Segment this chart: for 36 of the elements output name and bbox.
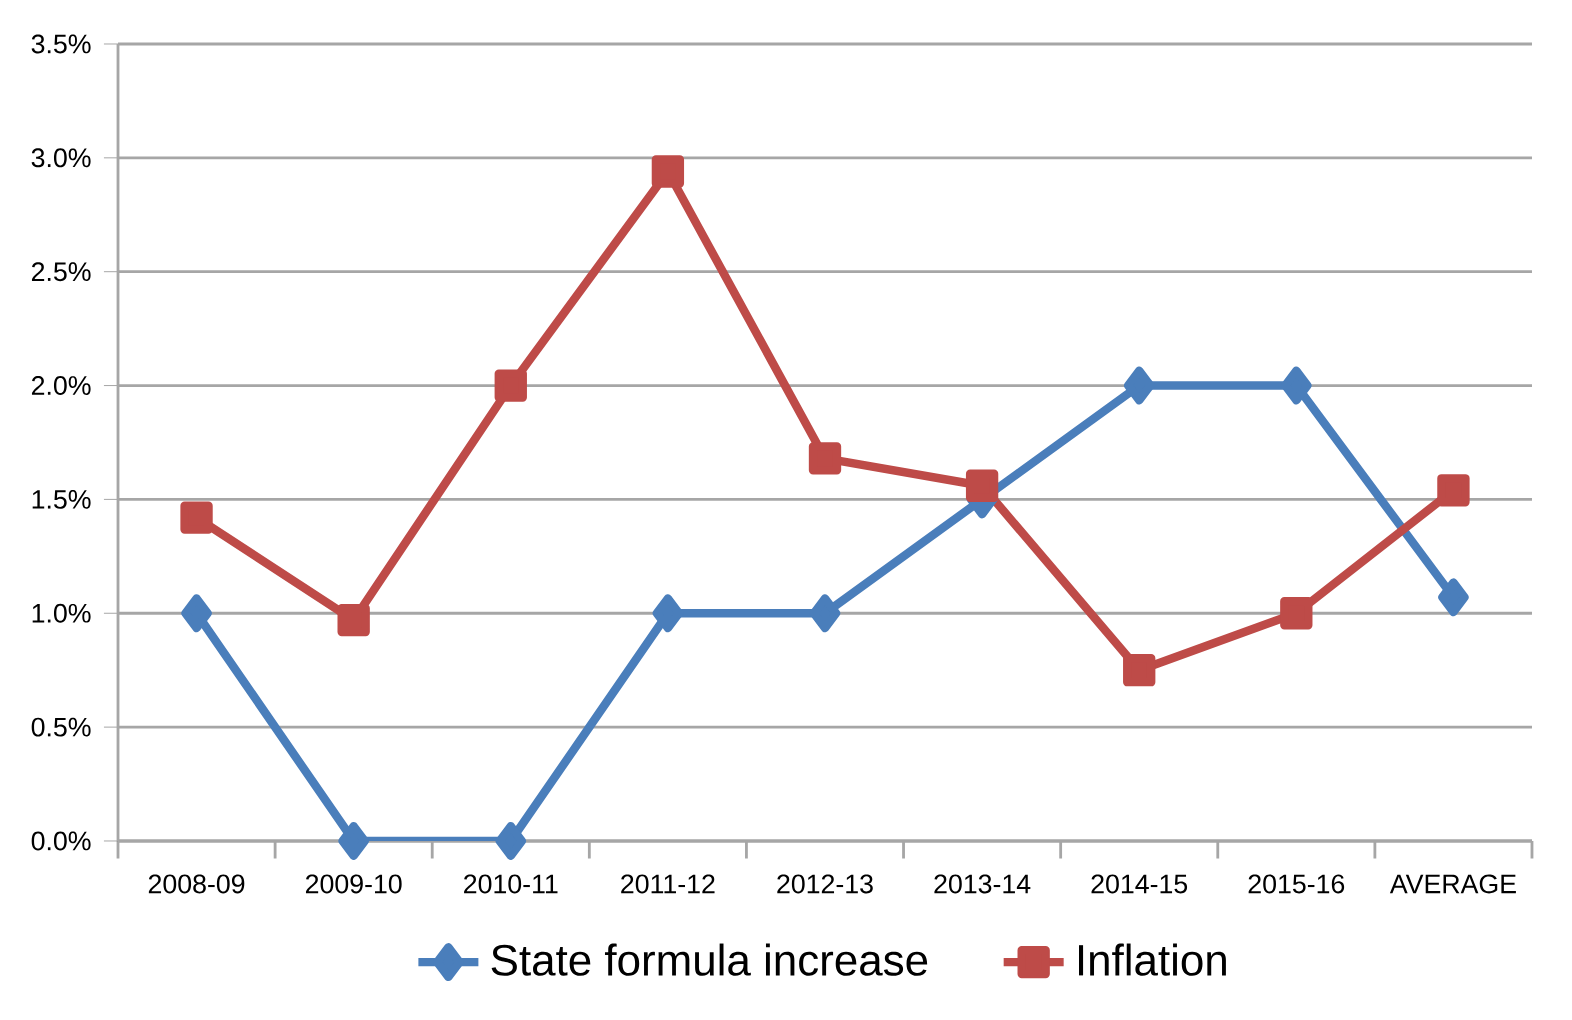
x-tick-label: AVERAGE: [1389, 874, 1516, 894]
x-tick-label: 2011-12: [621, 874, 715, 894]
point: [338, 822, 369, 860]
point: [965, 469, 999, 502]
y-tick-label: 2.5%: [31, 262, 91, 282]
point: [1437, 474, 1470, 507]
point: [1281, 366, 1312, 405]
x-tick-label: 2008-09: [148, 874, 245, 894]
y-tick-label: 1.0%: [32, 603, 91, 623]
y-tick-label: 3.5%: [31, 34, 91, 54]
point: [494, 369, 527, 402]
point: [1438, 578, 1469, 617]
x-tick-label: 2014-15: [1091, 874, 1188, 894]
legend-label: State formula increase: [491, 943, 928, 976]
legend-label: Inflation: [1078, 943, 1226, 976]
point: [808, 442, 842, 475]
point: [651, 155, 685, 188]
point: [1123, 366, 1155, 405]
point: [809, 594, 841, 633]
y-tick-label: 3.0%: [31, 148, 91, 168]
x-tick-label: 2009-10: [305, 874, 402, 894]
y-tick-label: 0.0%: [31, 831, 91, 851]
point: [495, 822, 527, 860]
x-tick-label: 2010-11: [464, 874, 558, 894]
x-tick-label: 2013-14: [934, 874, 1031, 894]
x-tick-label: 2015-16: [1248, 874, 1345, 894]
x-tick-label: 2012-13: [777, 874, 873, 894]
y-tick-label: 1.5%: [32, 489, 91, 509]
y-tick-label: 2.0%: [31, 376, 91, 396]
y-tick-label: 0.5%: [31, 717, 91, 737]
point: [652, 594, 684, 633]
point: [1123, 654, 1156, 687]
point: [337, 603, 370, 637]
point: [180, 501, 213, 534]
point: [1280, 597, 1313, 630]
point: [181, 594, 212, 633]
